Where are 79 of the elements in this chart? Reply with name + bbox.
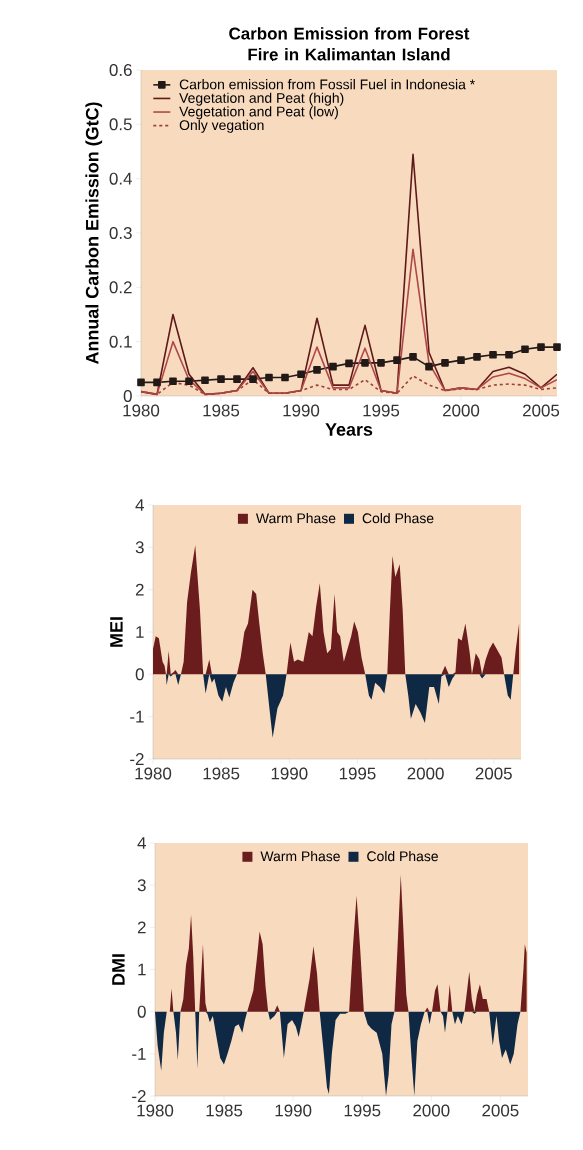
y-tick-label: 1 (136, 626, 144, 638)
chart-title: Carbon Emission from Forest Fire in Kalimantan Island (229, 27, 470, 61)
point (153, 378, 161, 387)
y-tick-label: 0.5 (109, 118, 132, 131)
point (553, 343, 561, 351)
point (521, 345, 529, 354)
x-tick-label: 1995 (363, 404, 400, 417)
legend-label: Carbon emission from Fossil Fuel in Indonesia * (179, 79, 475, 90)
x-tick-label: 1995 (339, 767, 376, 780)
x-tick-label: 1985 (203, 767, 240, 780)
y-tick-label: 0 (137, 1005, 146, 1018)
point (441, 359, 449, 367)
x-tick-label: 1990 (271, 767, 308, 780)
x-tick-label: 1995 (344, 1104, 381, 1117)
x-tick-label: 1985 (206, 1104, 243, 1117)
x-tick-label: 1990 (283, 404, 320, 417)
legend-label: Vegetation and Peat (high) (179, 92, 344, 106)
point (329, 362, 337, 371)
x-tick-label: 2000 (413, 1104, 450, 1117)
legend-label: Only vegation (179, 119, 264, 133)
point (345, 359, 353, 368)
legend-label: Cold Phase (362, 512, 434, 524)
point (489, 350, 497, 359)
point (313, 366, 321, 374)
y-tick-label: 0.6 (109, 63, 132, 76)
point (457, 356, 465, 364)
y-tick-label: 2 (135, 583, 144, 596)
y-tick-label: 4 (135, 499, 144, 511)
point (409, 353, 417, 361)
x-axis-title: Years (325, 423, 373, 436)
y-tick-label: -1 (130, 710, 144, 723)
point (393, 356, 401, 364)
y-tick-label: 0 (123, 389, 132, 402)
point (297, 370, 305, 379)
point (217, 375, 225, 383)
y-tick-label: 3 (137, 879, 146, 892)
y-tick-label: 0 (135, 668, 144, 681)
point (473, 353, 481, 361)
x-tick-label: 1980 (135, 767, 172, 780)
legend-label: Vegetation and Peat (low) (179, 106, 338, 120)
point (249, 375, 257, 383)
y-tick-label: 3 (135, 541, 144, 554)
point (537, 343, 545, 351)
x-tick-label: 1990 (275, 1104, 312, 1117)
legend-label: Warm Phase (260, 850, 340, 862)
y-tick-label: -1 (132, 1048, 146, 1060)
x-tick-label: 1980 (137, 1104, 174, 1117)
y-axis-title: DMI (112, 954, 125, 985)
y-tick-label: 2 (137, 921, 146, 934)
legend-label: Cold Phase (367, 850, 438, 862)
point (377, 359, 385, 367)
point (265, 373, 273, 382)
x-tick-label: 2000 (443, 404, 480, 417)
x-tick-label: 2005 (523, 404, 560, 417)
y-tick-label: 1 (138, 963, 146, 976)
y-tick-label: 0.4 (109, 172, 132, 185)
y-tick-label: 0.1 (109, 335, 132, 348)
point (201, 376, 209, 385)
point (425, 362, 433, 371)
point (361, 359, 369, 367)
x-tick-label: 1980 (123, 404, 160, 417)
x-tick-label: 2005 (482, 1104, 519, 1117)
y-tick-label: -2 (130, 753, 144, 765)
point (169, 377, 177, 386)
point (233, 375, 241, 383)
x-tick-label: 2000 (407, 767, 444, 780)
y-tick-label: -2 (132, 1090, 146, 1102)
y-tick-label: 0.3 (109, 226, 132, 239)
x-tick-label: 1985 (203, 404, 240, 417)
point (185, 377, 193, 386)
y-axis-title: Annual Carbon Emission (GtC) (85, 102, 103, 365)
point (505, 350, 513, 359)
x-tick-label: 2005 (475, 767, 512, 780)
y-tick-label: 0.2 (109, 281, 132, 294)
y-axis-title: MEI (110, 617, 123, 647)
point (281, 373, 289, 382)
point (137, 378, 145, 387)
y-tick-label: 4 (137, 837, 146, 849)
legend-label: Warm Phase (255, 512, 336, 524)
